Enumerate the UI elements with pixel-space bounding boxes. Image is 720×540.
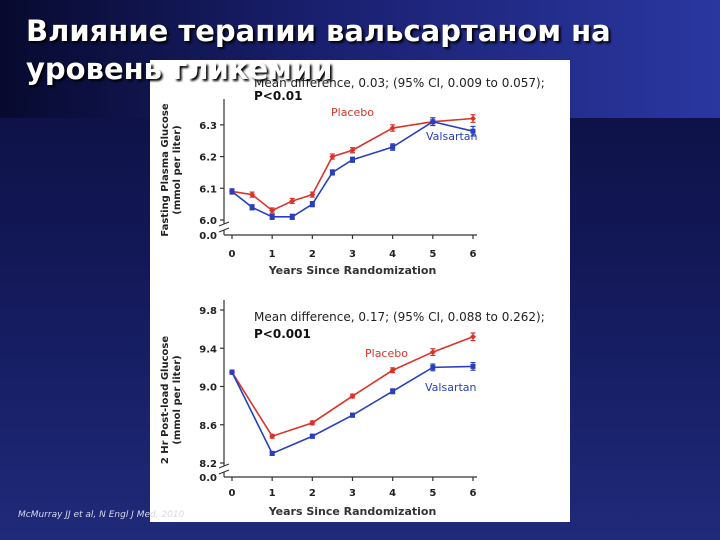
y-tick-label: 8.2: [199, 459, 217, 470]
y-axis-label: Fasting Plasma Glucose: [160, 103, 171, 237]
data-point-placebo: [309, 191, 316, 198]
data-point-placebo: [249, 191, 256, 198]
data-point-valsartan: [269, 450, 275, 456]
data-point-valsartan: [470, 128, 476, 134]
x-tick-label: 4: [389, 488, 396, 499]
chart-panel: 6.3 6.2 6.1 6.0 0.0 0 1 2 3 4 5 6 Years Since Random…: [150, 60, 570, 522]
y-tick-label-zero: 0.0: [199, 473, 217, 484]
charts-svg: 6.3 6.2 6.1 6.0 0.0 0 1 2 3 4 5 6 Years Since Random…: [160, 76, 545, 518]
series-line-valsartan: [231, 365, 474, 455]
data-point-valsartan: [430, 364, 436, 370]
y-tick-label: 6.2: [199, 153, 217, 164]
data-point-valsartan: [390, 144, 396, 150]
x-tick-label: 1: [269, 488, 276, 499]
data-point-placebo: [309, 419, 316, 426]
x-tick-label: 3: [349, 488, 356, 499]
y-tick-label: 6.0: [199, 216, 217, 227]
data-point-placebo: [470, 115, 476, 122]
y-tick-label: 9.0: [199, 383, 217, 394]
x-tick-label: 6: [470, 488, 477, 499]
axis-break-mark: [218, 221, 230, 227]
p-value-annotation: P<0.001: [254, 327, 311, 341]
data-point-placebo: [389, 125, 396, 132]
x-tick-label: 2: [309, 488, 316, 499]
y-tick-label: 6.1: [199, 184, 217, 195]
data-point-valsartan: [329, 169, 335, 175]
series-line-valsartan: [231, 120, 474, 218]
mean-difference-annotation: Mean difference, 0.03; (95% CI, 0.009 to…: [254, 76, 545, 90]
data-point-placebo: [289, 197, 296, 204]
x-tick-label: 0: [229, 488, 236, 499]
x-tick-label: 3: [349, 249, 356, 260]
x-tick-label: 0: [229, 249, 236, 260]
x-tick-label: 4: [389, 249, 396, 260]
data-point-valsartan: [350, 157, 355, 163]
data-point-valsartan: [309, 201, 315, 207]
x-tick-label: 5: [429, 488, 436, 499]
citation: McMurray JJ et al, N Engl J Med, 2010: [18, 510, 185, 520]
data-point-valsartan: [249, 204, 255, 210]
data-point-valsartan: [350, 412, 355, 418]
data-point-placebo: [269, 207, 276, 214]
data-point-valsartan: [269, 214, 275, 220]
slide-title: Влияние терапии вальсартаном на уровень …: [26, 14, 611, 86]
x-axis-label: Years Since Randomization: [268, 505, 437, 518]
x-tick-label: 2: [309, 249, 316, 260]
data-point-placebo: [429, 349, 436, 356]
x-tick-label: 5: [429, 249, 436, 260]
y-tick-label: 9.8: [199, 306, 217, 317]
data-point-valsartan: [289, 214, 295, 220]
y-axis-unit-label: (mmol per liter): [172, 125, 183, 214]
data-point-placebo: [349, 147, 356, 154]
data-point-placebo: [269, 433, 276, 440]
data-point-placebo: [329, 153, 336, 160]
series-line-placebo: [231, 117, 474, 212]
axis-break-mark: [218, 469, 230, 475]
series-label-valsartan: Valsartan: [426, 130, 478, 143]
axis-break-mark: [218, 227, 230, 233]
y-tick-label: 8.6: [199, 421, 217, 432]
y-tick-label: 6.3: [199, 121, 217, 132]
series-label-placebo: Placebo: [331, 106, 374, 119]
y-tick-label-zero: 0.0: [199, 231, 217, 242]
y-axis-unit-label: (mmol per liter): [172, 355, 183, 444]
y-axis-label: 2 Hr Post-load Glucose: [160, 336, 171, 464]
series-label-placebo: Placebo: [365, 347, 408, 360]
axis-break-mark: [218, 463, 230, 469]
x-tick-label: 6: [470, 249, 477, 260]
x-tick-label: 1: [269, 249, 276, 260]
data-point-valsartan: [390, 388, 396, 394]
series-label-valsartan: Valsartan: [425, 381, 477, 394]
data-point-placebo: [389, 367, 396, 374]
data-point-placebo: [349, 393, 356, 400]
data-point-valsartan: [229, 369, 235, 375]
p-value-annotation: P<0.01: [254, 89, 302, 103]
data-point-valsartan: [229, 188, 235, 194]
mean-difference-annotation: Mean difference, 0.17; (95% CI, 0.088 to…: [254, 310, 545, 324]
data-point-valsartan: [470, 363, 476, 369]
data-point-valsartan: [309, 433, 315, 439]
y-tick-label: 9.4: [199, 344, 217, 355]
x-axis-label: Years Since Randomization: [268, 264, 437, 277]
data-point-placebo: [470, 333, 476, 340]
data-point-valsartan: [430, 119, 436, 125]
